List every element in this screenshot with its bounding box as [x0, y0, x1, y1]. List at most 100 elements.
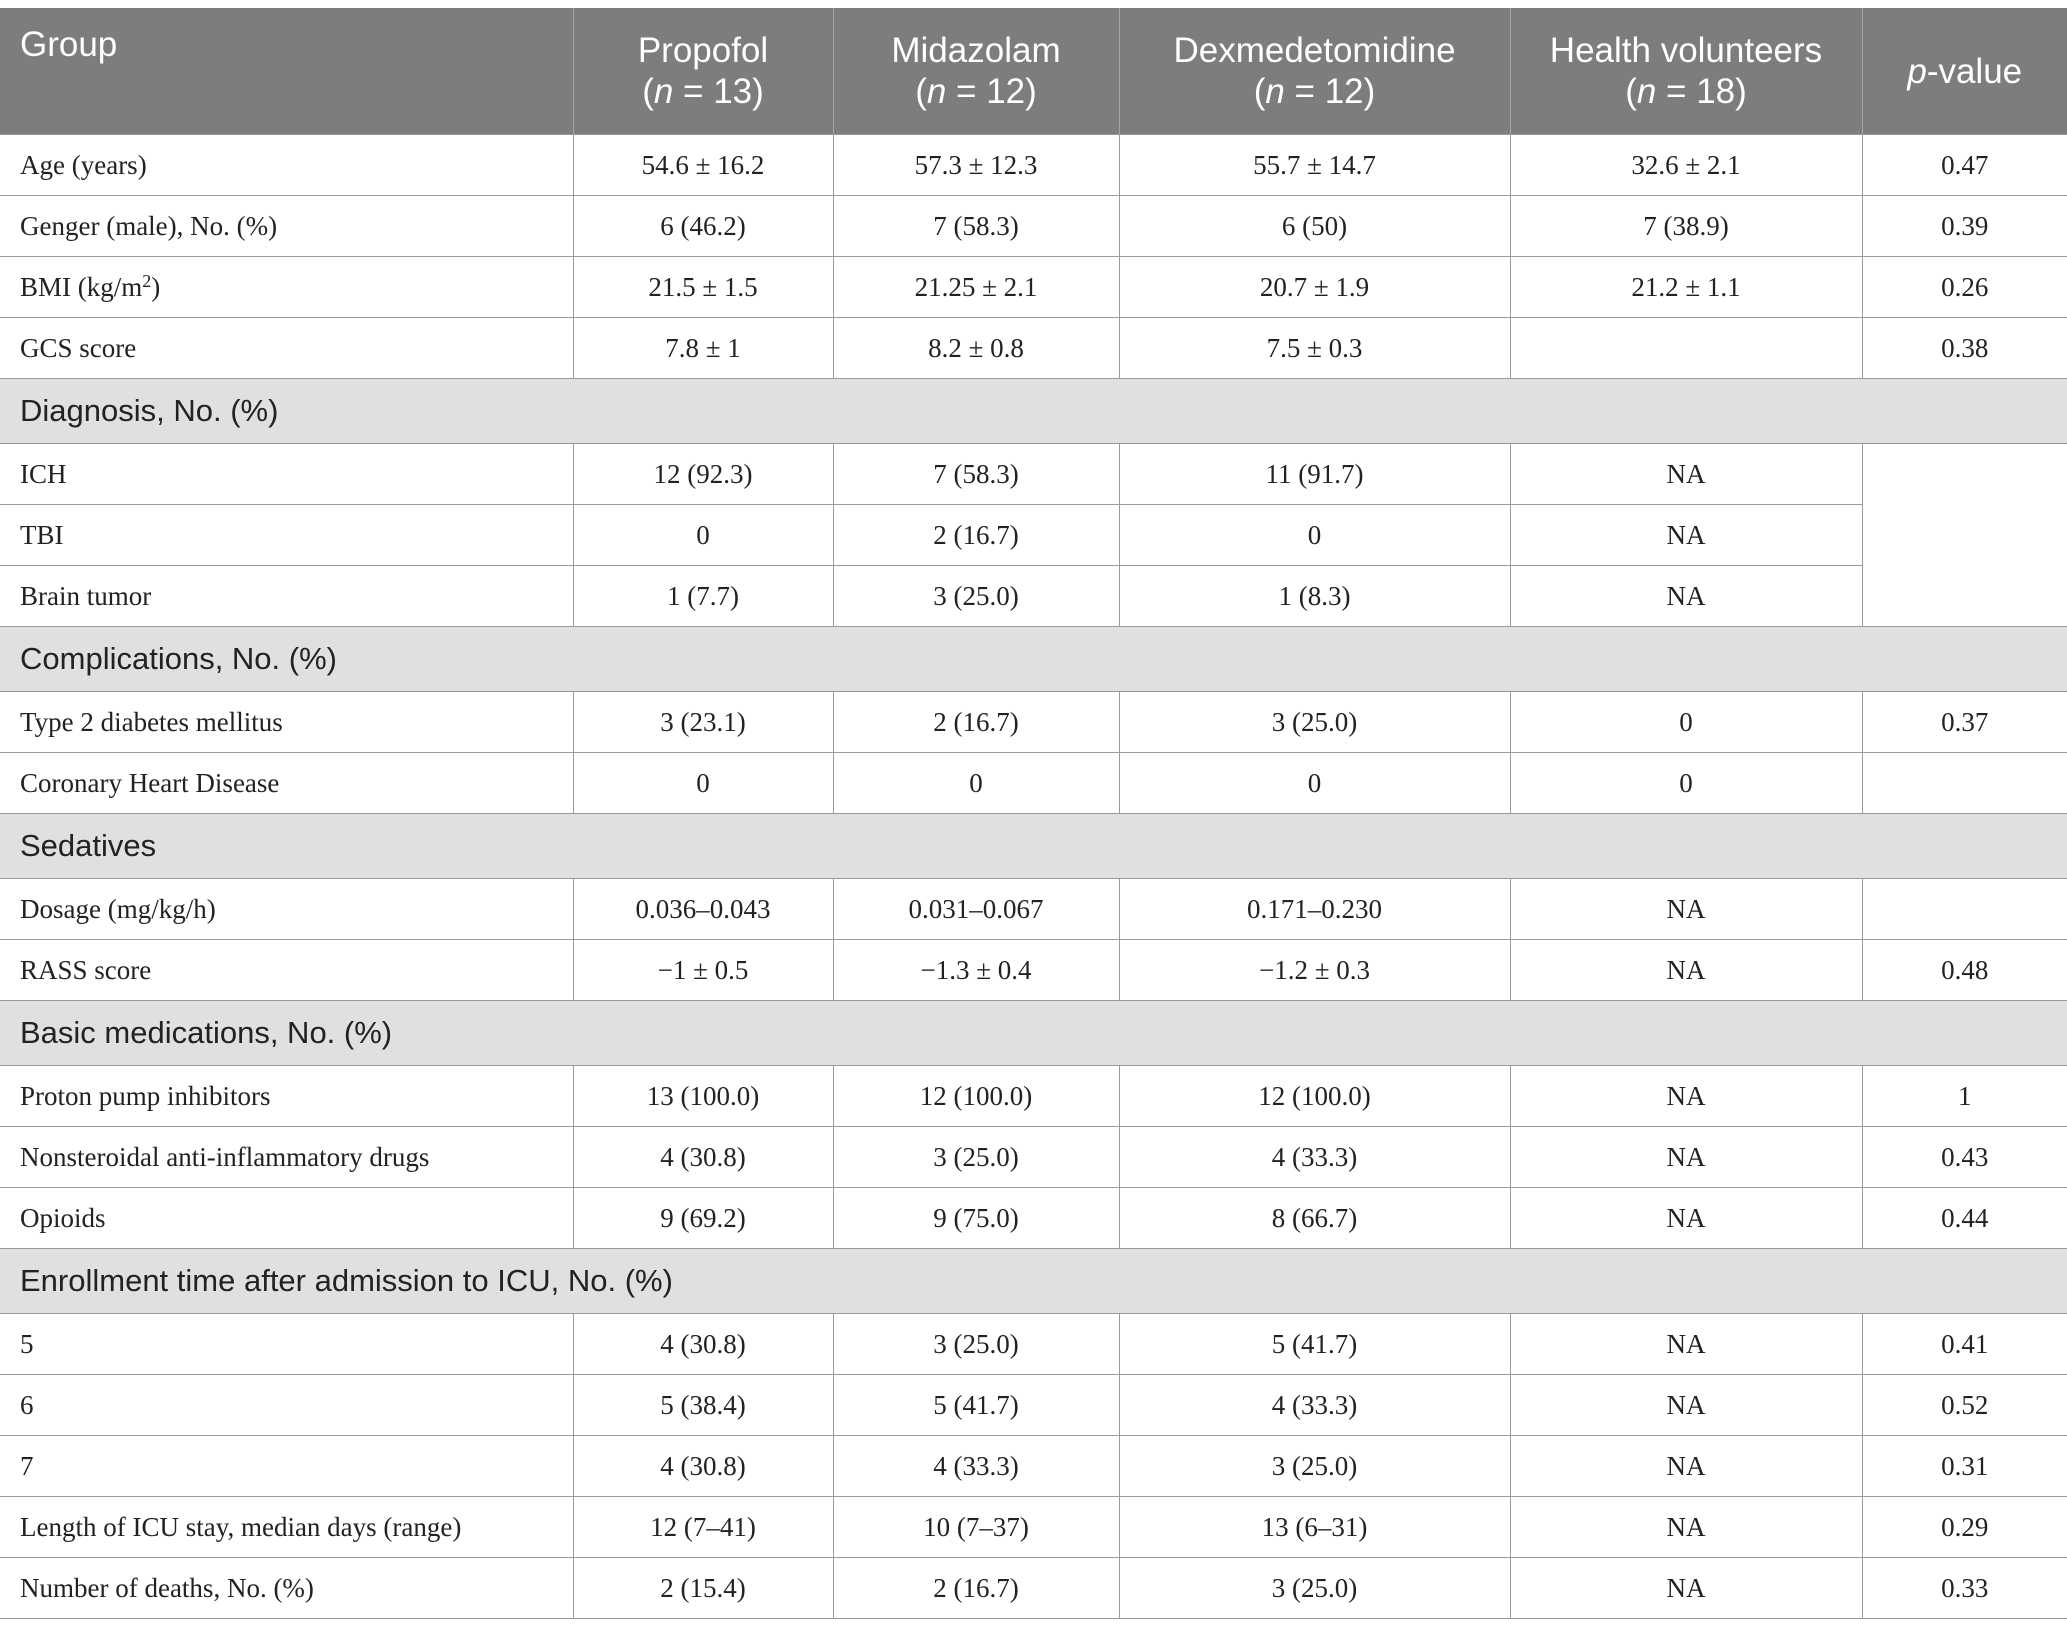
cell-midazolam: 0 — [832, 752, 1120, 814]
cell-midazolam: 12 (100.0) — [832, 1065, 1120, 1127]
table-row-proton-pump-inhibitors: Proton pump inhibitors 13 (100.0) 12 (10… — [0, 1065, 2067, 1127]
section-header-basic-medications: Basic medications, No. (%) — [0, 1000, 2067, 1066]
row-label: Type 2 diabetes mellitus — [0, 691, 574, 753]
cell-health-volunteers — [1509, 317, 1863, 379]
section-header-enrollment-time: Enrollment time after admission to ICU, … — [0, 1248, 2067, 1314]
cell-dexmedetomidine: 4 (33.3) — [1118, 1374, 1511, 1436]
section-title: Enrollment time after admission to ICU, … — [0, 1248, 2067, 1314]
row-label: Proton pump inhibitors — [0, 1065, 574, 1127]
cell-dexmedetomidine: 1 (8.3) — [1118, 565, 1511, 627]
cell-p-value: 0.38 — [1861, 317, 2067, 379]
table-row-enrollment-5: 5 4 (30.8) 3 (25.0) 5 (41.7) NA 0.41 — [0, 1313, 2067, 1375]
cell-dexmedetomidine: 0.171–0.230 — [1118, 878, 1511, 940]
row-label: Length of ICU stay, median days (range) — [0, 1496, 574, 1558]
cell-midazolam: 2 (16.7) — [832, 1557, 1120, 1619]
cell-midazolam: 3 (25.0) — [832, 1126, 1120, 1188]
col-header-group: Group — [0, 8, 574, 135]
cell-propofol: 54.6 ± 16.2 — [572, 134, 834, 196]
cell-health-volunteers: NA — [1509, 1065, 1863, 1127]
cell-p-value: 0.44 — [1861, 1187, 2067, 1249]
cell-dexmedetomidine: 3 (25.0) — [1118, 1557, 1511, 1619]
cell-dexmedetomidine: 0 — [1118, 752, 1511, 814]
table-row-coronary-heart-disease: Coronary Heart Disease 0 0 0 0 — [0, 752, 2067, 814]
cell-health-volunteers: NA — [1509, 504, 1862, 566]
baseline-characteristics-table: Group Propofol (n = 13) Midazolam (n = 1… — [0, 8, 2067, 1619]
cell-propofol: 4 (30.8) — [572, 1435, 834, 1497]
table-row-dosage: Dosage (mg/kg/h) 0.036–0.043 0.031–0.067… — [0, 878, 2067, 940]
cell-midazolam: 3 (25.0) — [832, 1313, 1120, 1375]
cell-health-volunteers: NA — [1509, 1557, 1863, 1619]
cell-propofol: 1 (7.7) — [572, 565, 834, 627]
cell-dexmedetomidine: 12 (100.0) — [1118, 1065, 1511, 1127]
table-row-gcs: GCS score 7.8 ± 1 8.2 ± 0.8 7.5 ± 0.3 0.… — [0, 317, 2067, 379]
row-label: Genger (male), No. (%) — [0, 195, 574, 257]
cell-health-volunteers: 32.6 ± 2.1 — [1509, 134, 1863, 196]
cell-dexmedetomidine: 3 (25.0) — [1118, 1435, 1511, 1497]
cell-health-volunteers: NA — [1509, 878, 1863, 940]
cell-p-value: 0.47 — [1861, 134, 2067, 196]
cell-propofol: 3 (23.1) — [572, 691, 834, 753]
cell-propofol: 0.036–0.043 — [572, 878, 834, 940]
cell-p-value: 1 — [1861, 1065, 2067, 1127]
cell-propofol: 12 (7–41) — [572, 1496, 834, 1558]
cell-dexmedetomidine: 6 (50) — [1118, 195, 1511, 257]
section-header-complications: Complications, No. (%) — [0, 626, 2067, 692]
table-body: Age (years) 54.6 ± 16.2 57.3 ± 12.3 55.7… — [0, 134, 2067, 1619]
col-header-health-volunteers: Health volunteers (n = 18) — [1510, 8, 1863, 135]
cell-p-value — [1861, 752, 2067, 814]
cell-dexmedetomidine: 11 (91.7) — [1118, 443, 1511, 505]
cell-propofol: 7.8 ± 1 — [572, 317, 834, 379]
table-row-deaths: Number of deaths, No. (%) 2 (15.4) 2 (16… — [0, 1557, 2067, 1619]
header-row: Group Propofol (n = 13) Midazolam (n = 1… — [0, 8, 2067, 135]
cell-health-volunteers: NA — [1509, 1126, 1863, 1188]
table-row-icu-stay: Length of ICU stay, median days (range) … — [0, 1496, 2067, 1558]
cell-propofol: 4 (30.8) — [572, 1126, 834, 1188]
cell-propofol: 0 — [572, 752, 834, 814]
cell-dexmedetomidine: 20.7 ± 1.9 — [1118, 256, 1511, 318]
cell-dexmedetomidine: 13 (6–31) — [1118, 1496, 1511, 1558]
cell-health-volunteers: NA — [1509, 1374, 1863, 1436]
cell-dexmedetomidine: 55.7 ± 14.7 — [1118, 134, 1511, 196]
cell-midazolam: 2 (16.7) — [832, 504, 1120, 566]
cell-p-value-diagnosis — [1861, 443, 2067, 627]
cell-p-value: 0.33 — [1861, 1557, 2067, 1619]
cell-p-value — [1861, 878, 2067, 940]
cell-midazolam: 4 (33.3) — [832, 1435, 1120, 1497]
cell-midazolam: 5 (41.7) — [832, 1374, 1120, 1436]
cell-propofol: 5 (38.4) — [572, 1374, 834, 1436]
table-row-opioids: Opioids 9 (69.2) 9 (75.0) 8 (66.7) NA 0.… — [0, 1187, 2067, 1249]
table-row-gender: Genger (male), No. (%) 6 (46.2) 7 (58.3)… — [0, 195, 2067, 257]
section-header-diagnosis: Diagnosis, No. (%) — [0, 378, 2067, 444]
cell-dexmedetomidine: 8 (66.7) — [1118, 1187, 1511, 1249]
cell-health-volunteers: NA — [1509, 1496, 1863, 1558]
section-title: Diagnosis, No. (%) — [0, 378, 2067, 444]
cell-propofol: 2 (15.4) — [572, 1557, 834, 1619]
cell-health-volunteers: NA — [1509, 1187, 1863, 1249]
col-header-p-value: p-value — [1862, 8, 2067, 135]
cell-midazolam: 9 (75.0) — [832, 1187, 1120, 1249]
col-header-propofol: Propofol (n = 13) — [573, 8, 834, 135]
cell-dexmedetomidine: −1.2 ± 0.3 — [1118, 939, 1511, 1001]
cell-health-volunteers: 0 — [1509, 752, 1863, 814]
cell-health-volunteers: NA — [1509, 565, 1862, 627]
cell-p-value: 0.39 — [1861, 195, 2067, 257]
cell-p-value: 0.29 — [1861, 1496, 2067, 1558]
table-row-rass-score: RASS score −1 ± 0.5 −1.3 ± 0.4 −1.2 ± 0.… — [0, 939, 2067, 1001]
table-row-type2-diabetes: Type 2 diabetes mellitus 3 (23.1) 2 (16.… — [0, 691, 2067, 753]
cell-p-value: 0.41 — [1861, 1313, 2067, 1375]
cell-p-value: 0.52 — [1861, 1374, 2067, 1436]
row-label: Coronary Heart Disease — [0, 752, 574, 814]
cell-health-volunteers: NA — [1509, 1435, 1863, 1497]
row-label: ICH — [0, 443, 574, 505]
cell-health-volunteers: NA — [1509, 939, 1863, 1001]
cell-midazolam: 57.3 ± 12.3 — [832, 134, 1120, 196]
cell-health-volunteers: 0 — [1509, 691, 1863, 753]
table-row-age: Age (years) 54.6 ± 16.2 57.3 ± 12.3 55.7… — [0, 134, 2067, 196]
row-label: 6 — [0, 1374, 574, 1436]
row-label: Dosage (mg/kg/h) — [0, 878, 574, 940]
table-header: Group Propofol (n = 13) Midazolam (n = 1… — [0, 8, 2067, 135]
table-row-enrollment-7: 7 4 (30.8) 4 (33.3) 3 (25.0) NA 0.31 — [0, 1435, 2067, 1497]
row-label: BMI (kg/m2) — [0, 256, 574, 318]
cell-p-value: 0.31 — [1861, 1435, 2067, 1497]
cell-midazolam: 10 (7–37) — [832, 1496, 1120, 1558]
